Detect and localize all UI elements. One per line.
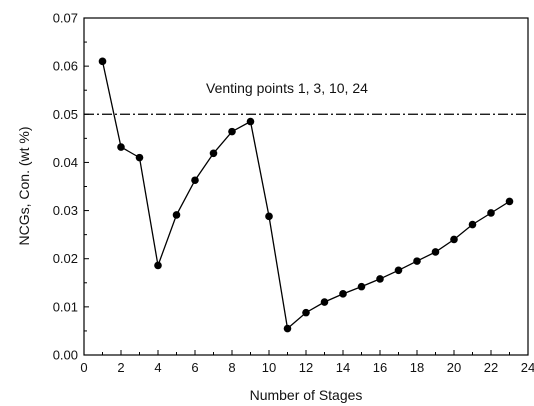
data-point [117,143,125,151]
y-tick-label: 0.06 [53,59,78,74]
data-point [283,324,292,333]
y-axis-ticks: 0.00 0.01 0.02 0.03 0.04 0.05 0.06 0.07 [53,11,89,363]
x-axis-label: Number of Stages [250,387,363,403]
x-tick-label: 22 [484,360,498,375]
data-point [135,153,144,162]
y-axis-label: NCGs, Con. (wt %) [16,126,32,245]
x-tick-label: 8 [228,360,235,375]
data-point [339,290,347,298]
data-point [228,127,236,136]
series-line [101,61,510,330]
x-tick-label: 16 [373,360,387,375]
data-point [191,176,199,185]
data-point [357,282,366,291]
data-point [413,257,421,265]
x-tick-label: 6 [191,360,198,375]
x-tick-label: 12 [299,360,313,375]
x-tick-label: 0 [80,360,87,375]
y-tick-label: 0.05 [53,107,78,122]
data-point [265,212,273,221]
data-point [487,209,495,217]
data-point [302,308,310,317]
data-point [172,211,181,219]
data-point [98,57,107,66]
data-point [320,298,329,306]
y-tick-label: 0.07 [53,11,78,26]
y-tick-label: 0.01 [53,299,78,314]
y-tick-label: 0.00 [53,348,78,363]
data-point [394,266,403,275]
x-tick-label: 14 [336,360,350,375]
data-point [246,117,255,126]
y-tick-label: 0.02 [53,251,78,266]
x-tick-label: 18 [410,360,424,375]
y-tick-label: 0.04 [53,155,78,170]
data-point [468,220,477,229]
x-tick-label: 2 [117,360,124,375]
plot-frame [83,17,529,356]
data-point [154,261,162,270]
data-point [431,248,440,256]
y-tick-label: 0.03 [53,203,78,218]
data-point [505,197,514,206]
x-tick-label: 20 [447,360,461,375]
venting-points-annotation: Venting points 1, 3, 10, 24 [206,80,368,96]
x-axis-ticks: 0 2 4 6 8 10 12 14 16 18 20 22 24 [80,350,534,375]
data-point [450,235,458,244]
x-tick-label: 4 [154,360,161,375]
data-point [209,149,218,158]
x-tick-label: 24 [521,360,534,375]
x-tick-label: 10 [262,360,276,375]
series-ncg-concentration [98,57,514,333]
data-point [376,275,384,283]
